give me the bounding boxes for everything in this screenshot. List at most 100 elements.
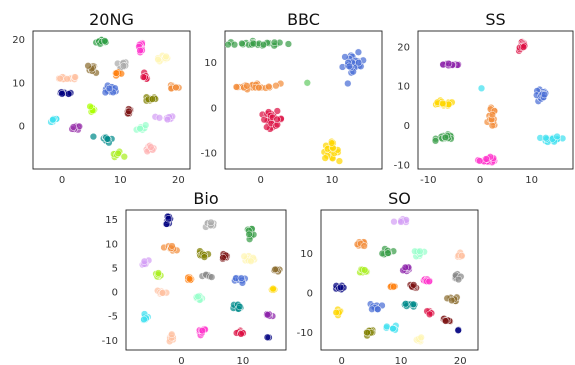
scatter-point — [65, 90, 73, 98]
scatter-point — [448, 296, 456, 305]
y-tick-label: 10 — [105, 239, 118, 250]
y-tick-label: 0 — [404, 121, 410, 132]
scatter-point — [120, 153, 128, 161]
scatter-point — [240, 252, 248, 260]
scatter-point — [84, 62, 92, 70]
y-tick-label: 10 — [300, 249, 313, 260]
scatter-point — [345, 62, 353, 70]
panel-title: SS — [485, 10, 505, 29]
x-tick-label: 0 — [178, 356, 184, 365]
scatter-point — [243, 82, 251, 90]
scatter-point — [89, 132, 98, 141]
scatter-point — [114, 149, 122, 158]
scatter-point — [56, 74, 64, 83]
scatter-point — [155, 114, 164, 122]
scatter-point — [140, 315, 148, 324]
scatter-point — [63, 75, 71, 83]
scatter-point — [284, 40, 293, 48]
scatter-point — [136, 125, 144, 133]
panel-20ng: 20NG 0 10 20 0 10 20 — [12, 10, 191, 186]
scatter-point — [168, 242, 176, 250]
x-tick-label: 20 — [454, 356, 467, 365]
panel-title: BBC — [287, 10, 320, 29]
x-tick-label: 20 — [172, 175, 185, 186]
scatter-point — [238, 39, 246, 48]
scatter-point — [416, 247, 424, 255]
scatter-point — [361, 266, 369, 274]
scatter-point — [383, 322, 391, 331]
scatter-point — [105, 84, 114, 93]
scatter-point — [255, 84, 263, 92]
panel-title: Bio — [193, 189, 218, 208]
scatter-point — [389, 324, 397, 333]
scatter-point — [321, 154, 329, 162]
scatter-point — [265, 82, 273, 91]
scatter-point — [200, 253, 209, 261]
scatter-point — [194, 292, 202, 301]
scatter-point — [409, 300, 417, 308]
scatter-point — [270, 38, 279, 47]
scatter-point — [384, 249, 392, 257]
scatter-point — [476, 157, 484, 165]
scatter-point — [49, 116, 57, 124]
scatter-point — [245, 230, 253, 238]
panel-title: SO — [388, 189, 411, 208]
scatter-point — [519, 43, 528, 51]
scatter-point — [341, 53, 349, 61]
scatter-point — [441, 133, 450, 142]
scatter-point — [71, 73, 79, 81]
scatter-point — [417, 333, 425, 342]
scatter-point — [232, 83, 241, 91]
panel-bio: Bio 0 10 -10 -5 0 5 10 15 — [102, 189, 287, 365]
scatter-point — [488, 121, 496, 130]
y-tick-label: 0 — [307, 288, 313, 299]
scatter-point — [454, 326, 462, 334]
scatter-point — [154, 269, 163, 277]
x-tick-label: 0 — [339, 356, 345, 365]
points-layer — [431, 38, 567, 166]
scatter-point — [237, 330, 245, 338]
scatter-point — [363, 328, 371, 337]
scatter-point — [139, 73, 148, 81]
scatter-point — [112, 69, 121, 77]
scatter-point — [273, 115, 281, 123]
scatter-point — [540, 90, 549, 99]
scatter-point — [136, 46, 144, 55]
scatter-point — [431, 137, 440, 145]
x-tick-label: 0 — [257, 175, 263, 186]
scatter-point — [390, 218, 398, 226]
scatter-point — [185, 275, 194, 283]
y-tick-label: 0 — [112, 288, 118, 299]
scatter-point — [272, 82, 280, 90]
points-layer — [138, 212, 284, 346]
y-tick-label: 5 — [112, 263, 118, 274]
scatter-point — [119, 62, 128, 70]
y-tick-label: -10 — [394, 161, 410, 172]
scatter-point — [198, 327, 207, 335]
x-tick-label: 10 — [395, 356, 408, 365]
scatter-point — [162, 52, 170, 61]
scatter-point — [454, 275, 463, 284]
scatter-point — [458, 252, 466, 260]
scatter-point — [237, 274, 245, 282]
scatter-point — [154, 55, 162, 64]
scatter-point — [482, 155, 490, 163]
points-layer — [47, 36, 183, 161]
scatter-point — [230, 41, 239, 49]
scatter-point — [442, 317, 450, 325]
y-tick-label: 10 — [12, 78, 25, 89]
scatter-point — [208, 273, 216, 281]
scatter-point — [86, 102, 94, 111]
axes-frame — [320, 209, 479, 351]
axes-frame — [32, 30, 191, 170]
scatter-point — [142, 121, 150, 129]
scatter-point — [168, 330, 176, 338]
scatter-point — [553, 132, 561, 141]
panel-bbc: BBC 0 10 -10 0 10 — [201, 10, 383, 186]
scatter-point — [374, 305, 382, 313]
scatter-point — [260, 116, 268, 124]
y-tick-label: 10 — [204, 58, 217, 69]
panel-ss: SS -10 0 10 -10 0 10 20 — [394, 10, 574, 186]
y-tick-label: 20 — [12, 35, 25, 46]
